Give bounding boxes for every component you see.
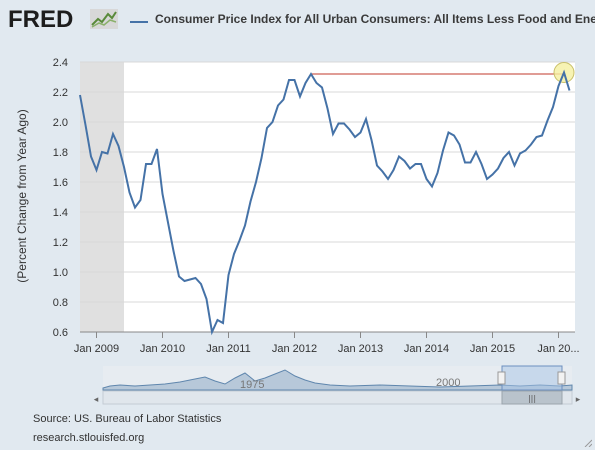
chart-logo-icon <box>90 9 118 29</box>
x-tick-label: Jan 2015 <box>470 343 515 354</box>
navigator-label-2000: 2000 <box>436 377 460 389</box>
legend-series-title[interactable]: Consumer Price Index for All Urban Consu… <box>155 12 595 26</box>
recession-shading <box>80 62 124 332</box>
navigator-label-1975: 1975 <box>240 379 264 391</box>
legend-swatch <box>130 21 148 23</box>
y-tick-label: 1.0 <box>53 267 68 279</box>
header: FRED Consumer Price Index for All Urban … <box>8 6 595 34</box>
scroll-left-arrow-icon[interactable]: ◂ <box>94 395 99 405</box>
x-tick-label: Jan 2014 <box>404 343 449 354</box>
x-tick-label: Jan 20... <box>537 343 579 354</box>
y-tick-label: 2.0 <box>53 117 68 129</box>
y-axis-ticks: 0.6 0.8 1.0 1.2 1.4 1.6 1.8 2.0 2.2 2.4 <box>53 57 68 339</box>
y-tick-label: 1.6 <box>53 177 68 189</box>
x-tick-label: Jan 2011 <box>206 343 250 354</box>
x-axis-ticks: Jan 2009 Jan 2010 Jan 2011 Jan 2012 Jan 2013… <box>74 331 580 354</box>
y-tick-label: 1.4 <box>53 207 68 219</box>
navigator-left-handle[interactable] <box>497 371 506 385</box>
scrollbar-track[interactable] <box>102 390 573 405</box>
y-tick-label: 0.8 <box>53 297 68 309</box>
navigator-selection[interactable] <box>501 365 563 391</box>
x-tick-label: Jan 2010 <box>140 343 185 354</box>
navigator[interactable]: 1975 2000 ||| ◂ ▸ <box>0 360 595 410</box>
line-chart[interactable]: 0.60.81.01.21.41.61.82.02.22.4 Jan 2009 J… <box>0 34 595 354</box>
y-tick-label: 1.8 <box>53 147 68 159</box>
scrollbar-thumb[interactable] <box>501 390 563 405</box>
plot-background <box>80 62 575 332</box>
y-tick-label: 1.2 <box>53 237 68 249</box>
x-tick-label: Jan 2009 <box>74 343 119 354</box>
site-link[interactable]: research.stlouisfed.org <box>33 432 145 444</box>
x-tick-label: Jan 2013 <box>338 343 383 354</box>
resize-grip-icon[interactable] <box>584 439 592 447</box>
y-tick-label: 2.2 <box>53 87 68 99</box>
scrollbar-grip-icon: ||| <box>528 394 536 403</box>
y-axis-label: (Percent Change from Year Ago) <box>15 109 29 282</box>
navigator-right-handle[interactable] <box>557 371 566 385</box>
source-note: Source: US. Bureau of Labor Statistics <box>33 413 222 425</box>
scroll-right-arrow-icon[interactable]: ▸ <box>576 395 581 405</box>
x-tick-label: Jan 2012 <box>272 343 317 354</box>
fred-logo[interactable]: FRED <box>8 6 74 33</box>
y-tick-label: 0.6 <box>53 327 68 339</box>
y-tick-label: 2.4 <box>53 57 68 69</box>
series-line[interactable] <box>79 69 571 336</box>
